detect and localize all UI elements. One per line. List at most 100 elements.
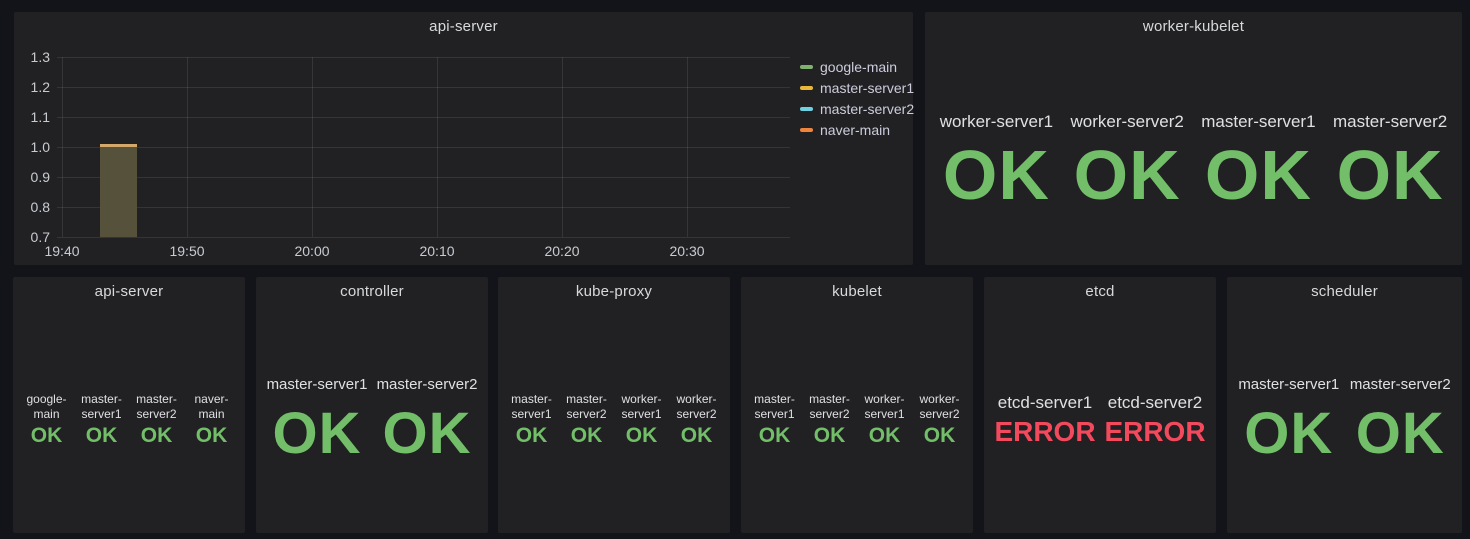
- panel-controller: controller master-server1 OK master-server…: [256, 277, 488, 533]
- status-item-master-server2: master-server2 OK: [377, 376, 478, 463]
- panel-header-etcd[interactable]: etcd: [984, 277, 1216, 305]
- status-value: OK: [85, 424, 118, 447]
- legend-item-master-server2[interactable]: master-server2: [800, 98, 914, 119]
- panel-header-api-server-graph[interactable]: api-server: [14, 12, 913, 40]
- status-item-worker-server2: worker-server2 OK: [669, 392, 724, 446]
- status-item-master-server2: master-server2 OK: [802, 392, 857, 446]
- panel-title: kubelet: [832, 282, 882, 300]
- status-label: etcd-server1: [997, 392, 1093, 412]
- status-label: master-server1: [1201, 111, 1316, 131]
- status-item-google-main: google-main OK: [19, 392, 74, 446]
- gridline-horizontal: [57, 207, 790, 208]
- legend-label: master-server2: [820, 100, 915, 117]
- status-label: master-server2: [1332, 111, 1448, 131]
- legend-label: google-main: [820, 58, 898, 75]
- gridline-horizontal: [57, 117, 790, 118]
- status-value: OK: [625, 424, 658, 447]
- panel-title: api-server: [429, 17, 498, 35]
- gridline-vertical: [562, 57, 563, 237]
- status-item-worker-server1: worker-server1 OK: [940, 112, 1053, 210]
- y-tick-label: 1.2: [30, 79, 50, 95]
- legend-swatch-icon: [800, 85, 813, 90]
- x-tick-label: 20:00: [294, 243, 330, 259]
- status-value: ERROR: [1104, 415, 1206, 447]
- panel-header-kube-proxy[interactable]: kube-proxy: [498, 277, 730, 305]
- status-item-master-server1: master-server1 OK: [267, 376, 368, 463]
- legend-label: master-server1: [820, 79, 915, 96]
- status-label: master-server2: [1349, 375, 1451, 393]
- y-tick-label: 1.1: [30, 109, 50, 125]
- gridline-vertical: [62, 57, 63, 237]
- status-label: google-main: [26, 392, 67, 421]
- status-value: OK: [1336, 135, 1444, 214]
- status-item-etcd-server1: etcd-server1 ERROR: [994, 393, 1095, 446]
- status-value: OK: [570, 424, 603, 447]
- gridline-horizontal: [57, 177, 790, 178]
- status-item-master-server1: master-server1 OK: [74, 392, 129, 446]
- panel-title: controller: [340, 282, 404, 300]
- gridline-vertical: [312, 57, 313, 237]
- panel-api-server-graph: api-server 1.3 1.2 1.1 1.0 0.9 0.8 0.7 19:40 19…: [14, 12, 914, 265]
- panel-header-scheduler[interactable]: scheduler: [1227, 277, 1462, 305]
- panel-header-api-server-status[interactable]: api-server: [13, 277, 245, 305]
- status-item-master-server1: master-server1 OK: [504, 392, 559, 446]
- status-list: worker-server1 OK worker-server2 OK master-s…: [925, 40, 1462, 265]
- chart-legend: google-main master-server1 master-server2 n…: [800, 56, 914, 140]
- status-list: master-server1 OK master-server2 OK worker-s…: [741, 305, 973, 533]
- gridline-horizontal: [57, 87, 790, 88]
- legend-item-master-server1[interactable]: master-server1: [800, 77, 914, 98]
- status-label: worker-server2: [676, 392, 717, 421]
- gridline-horizontal: [57, 147, 790, 148]
- status-item-master-server1: master-server1 OK: [1238, 376, 1339, 463]
- status-label: etcd-server2: [1107, 392, 1203, 412]
- status-item-master-server1: master-server1 OK: [1201, 112, 1315, 210]
- legend-label: naver-main: [820, 121, 891, 138]
- status-label: worker-server2: [1070, 111, 1184, 131]
- status-label: master-server1: [511, 392, 552, 421]
- status-item-master-server2: master-server2 OK: [129, 392, 184, 446]
- panel-api-server-status: api-server google-main OK master-server1 OK…: [13, 277, 245, 533]
- chart-plot-area[interactable]: [57, 57, 790, 238]
- panel-worker-kubelet: worker-kubelet worker-server1 OK worker-se…: [925, 12, 1462, 265]
- status-label: master-server1: [81, 392, 122, 421]
- x-tick-label: 19:50: [169, 243, 205, 259]
- status-item-master-server1: master-server1 OK: [747, 392, 802, 446]
- panel-header-worker-kubelet[interactable]: worker-kubelet: [925, 12, 1462, 40]
- panel-title: worker-kubelet: [1142, 17, 1245, 35]
- status-list: master-server1 OK master-server2 OK: [256, 305, 488, 533]
- y-tick-label: 1.3: [30, 49, 50, 65]
- status-value: OK: [382, 400, 472, 466]
- panel-title: scheduler: [1311, 282, 1378, 300]
- panel-header-kubelet[interactable]: kubelet: [741, 277, 973, 305]
- status-label: master-server1: [754, 392, 795, 421]
- status-list: master-server1 OK master-server2 OK: [1227, 305, 1462, 533]
- gridline-vertical: [187, 57, 188, 237]
- x-tick-label: 19:40: [44, 243, 80, 259]
- legend-item-google-main[interactable]: google-main: [800, 56, 914, 77]
- status-label: naver-main: [194, 392, 229, 421]
- status-value: OK: [813, 424, 846, 447]
- legend-swatch-icon: [800, 64, 813, 69]
- status-label: master-server1: [1238, 375, 1340, 393]
- status-value: OK: [942, 135, 1050, 214]
- panel-title: kube-proxy: [575, 282, 653, 300]
- status-label: master-server2: [136, 392, 177, 421]
- panel-scheduler: scheduler master-server1 OK master-server2…: [1227, 277, 1462, 533]
- status-list: google-main OK master-server1 OK master-serv…: [13, 305, 245, 533]
- legend-swatch-icon: [800, 127, 813, 132]
- gridline-horizontal: [57, 57, 790, 58]
- status-list: master-server1 OK master-server2 OK worker-s…: [498, 305, 730, 533]
- panel-header-controller[interactable]: controller: [256, 277, 488, 305]
- y-tick-label: 1.0: [30, 139, 50, 155]
- status-value: OK: [30, 424, 63, 447]
- x-tick-label: 20:20: [544, 243, 580, 259]
- legend-item-naver-main[interactable]: naver-main: [800, 119, 914, 140]
- status-item-master-server2: master-server2 OK: [1333, 112, 1447, 210]
- status-value: OK: [680, 424, 713, 447]
- status-item-master-server2: master-server2 OK: [559, 392, 614, 446]
- status-item-worker-server2: worker-server2 OK: [912, 392, 967, 446]
- status-value: OK: [195, 424, 228, 447]
- status-label: master-server2: [566, 392, 607, 421]
- panel-title: api-server: [94, 282, 164, 300]
- status-value: OK: [140, 424, 173, 447]
